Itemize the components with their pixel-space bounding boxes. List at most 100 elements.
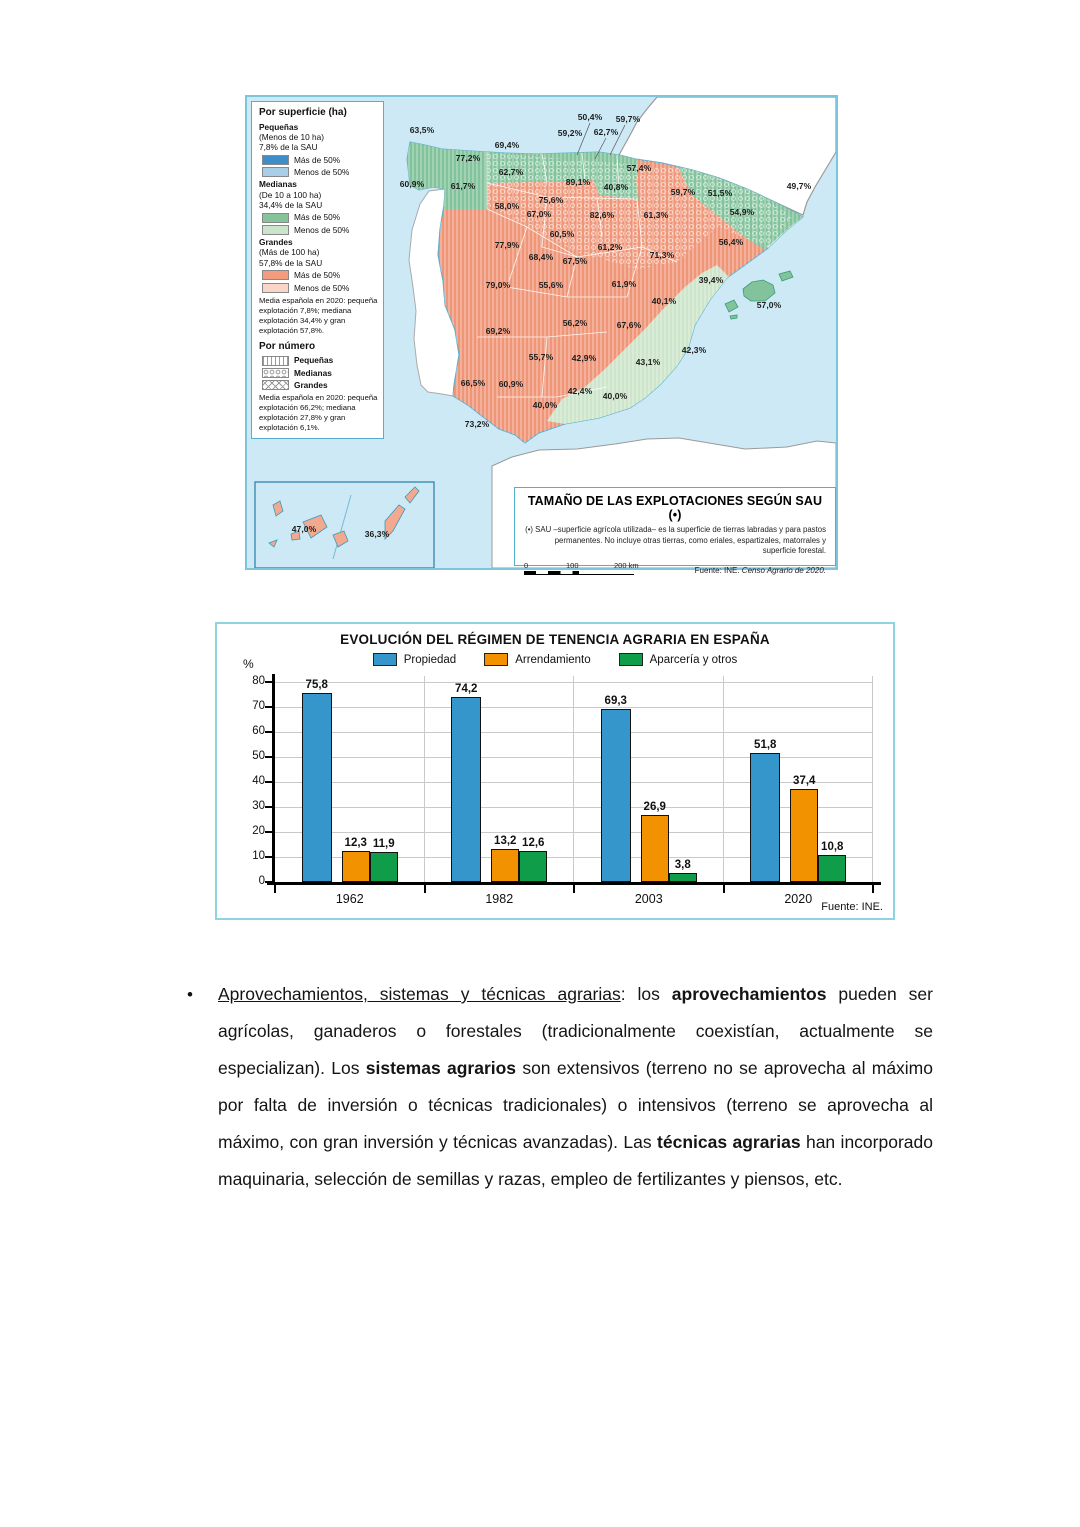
map-percentage-label: 59,7%	[670, 187, 696, 197]
map-source-prefix: Fuente: INE.	[694, 565, 742, 575]
bar-propiedad	[600, 708, 631, 882]
y-tick-label: 10	[252, 850, 265, 862]
legend-swatch-arrendamiento	[484, 653, 509, 666]
map-percentage-label: 39,4%	[698, 275, 724, 285]
text-segment: sistemas agrarios	[365, 1058, 517, 1078]
bar-value-label: 37,4	[793, 774, 816, 787]
chart-title: EVOLUCIÓN DEL RÉGIMEN DE TENENCIA AGRARI…	[340, 632, 770, 647]
bar-wrap: 37,4	[790, 774, 819, 882]
map-percentage-label: 68,4%	[528, 252, 554, 262]
map-percentage-label: 62,7%	[498, 167, 524, 177]
legend-color-swatch	[262, 270, 289, 281]
bar-wrap: 13,2	[491, 835, 520, 882]
legend-number-title: Por número	[259, 340, 316, 352]
map-percentage-label: 42,4%	[567, 386, 593, 396]
map-percentage-label: 60,5%	[549, 229, 575, 239]
bar-propiedad	[301, 692, 332, 882]
y-tick-label: 60	[252, 725, 265, 737]
map-figure: 63,5% 50,4% 59,7% 59,2% 62,7% 69,4% 77,2% 62,7%…	[245, 95, 838, 575]
x-tick-mark	[573, 885, 575, 893]
y-tick-mark	[265, 756, 272, 758]
bar-group-1962: 75,8 12,3 11,9 1962	[275, 679, 425, 906]
gridline	[872, 676, 873, 882]
legend-item-arrendamiento: Arrendamiento	[484, 653, 591, 666]
canary-inset	[254, 481, 435, 568]
bar-value-label: 10,8	[821, 841, 844, 853]
map-percentage-label: 82,6%	[589, 210, 615, 220]
gridline	[275, 682, 873, 683]
balearic-islands	[724, 270, 794, 320]
gridline	[275, 807, 873, 808]
y-tick-label: 50	[252, 750, 265, 762]
scale-bar-line	[524, 570, 634, 575]
map-percentage-label: 43,1%	[635, 357, 661, 367]
legend-item-label: Más de 50%	[294, 154, 341, 165]
map-legend: Por superficie (ha) Pequeñas (Menos de 1…	[251, 101, 384, 440]
map-percentage-label: 59,7%	[615, 114, 641, 124]
map-percentage-label: 50,4%	[577, 112, 603, 122]
legend-group-name: Medianas	[259, 179, 297, 190]
legend-group-desc: (Más de 100 ha)	[259, 247, 320, 258]
x-tick-mark	[722, 885, 725, 893]
bar-value-label: 12,3	[344, 837, 367, 850]
map-percentage-label: 58,0%	[494, 201, 520, 211]
map-percentage-label: 57,0%	[756, 300, 782, 310]
legend-item-label: Grandes	[294, 380, 328, 391]
legend-item-propiedad: Propiedad	[372, 653, 456, 666]
y-tick-mark	[265, 681, 272, 683]
map-percentage-label: 49,7%	[786, 181, 812, 191]
bar-group-1982: 74,2 13,2 12,6 1982	[425, 682, 575, 906]
bar-wrap: 74,2	[451, 682, 482, 882]
bar-arrendamiento	[790, 788, 819, 882]
map-percentage-label: 66,5%	[460, 378, 486, 388]
bar-value-label: 51,8	[754, 738, 777, 751]
gridline	[275, 707, 873, 708]
bar-wrap: 12,6	[519, 836, 548, 882]
map-percentage-label: 36,3%	[364, 529, 390, 539]
bar-value-label: 12,6	[522, 836, 545, 849]
bar-value-label: 74,2	[455, 682, 478, 695]
chart-source: Fuente: INE.	[821, 901, 883, 913]
map-percentage-label: 40,0%	[602, 391, 628, 401]
label-leader-lines	[576, 122, 626, 160]
legend-swatch-propiedad	[372, 653, 397, 666]
y-tick-mark	[265, 706, 272, 708]
legend-label: Arrendamiento	[515, 653, 591, 666]
bar-wrap: 75,8	[301, 679, 332, 882]
legend-group-name: Grandes	[259, 237, 293, 248]
map-percentage-label: 56,2%	[562, 318, 588, 328]
gridline	[423, 676, 425, 882]
legend-color-swatch	[262, 212, 289, 223]
y-tick-label: 0	[258, 875, 265, 887]
bar-wrap: 3,8	[668, 859, 697, 882]
scale-tick: 100	[566, 560, 579, 570]
gridline	[275, 782, 873, 783]
map-percentage-label: 62,7%	[593, 127, 619, 137]
map-percentage-label: 77,9%	[494, 240, 520, 250]
map-percentage-label: 57,4%	[626, 163, 652, 173]
bar-propiedad	[750, 752, 781, 882]
legend-pattern-swatch-vertical-lines	[262, 355, 289, 366]
bar-aparcería-y-otros	[818, 855, 847, 882]
bar-arrendamiento	[640, 814, 669, 882]
legend-pattern-swatch-crosshatch	[262, 380, 289, 391]
bar-wrap: 12,3	[341, 837, 370, 882]
bar-group-2003: 69,3 26,9 3,8 2003	[574, 682, 724, 906]
bar-wrap: 69,3	[600, 695, 631, 882]
map-source-italic: Censo Agrario de 2020.	[741, 565, 826, 575]
bar-arrendamiento	[491, 849, 520, 882]
x-category-label: 1982	[485, 892, 514, 906]
legend-item-label: Más de 50%	[294, 212, 341, 223]
y-tick-mark	[265, 856, 272, 858]
y-tick-label: 40	[252, 775, 265, 787]
text-segment: son extensivos (terreno no se aprovecha …	[218, 1058, 933, 1152]
text-segment: pueden ser agrícolas, ganaderos o forest…	[218, 984, 933, 1078]
bar-wrap: 11,9	[369, 838, 398, 882]
map-percentage-label: 67,5%	[562, 256, 588, 266]
gridline	[275, 757, 873, 758]
legend-color-swatch	[262, 224, 289, 235]
legend-color-swatch	[262, 154, 289, 165]
bar-group-2020: 51,8 37,4 10,8 2020	[724, 682, 874, 906]
map-percentage-label: 69,2%	[485, 326, 511, 336]
